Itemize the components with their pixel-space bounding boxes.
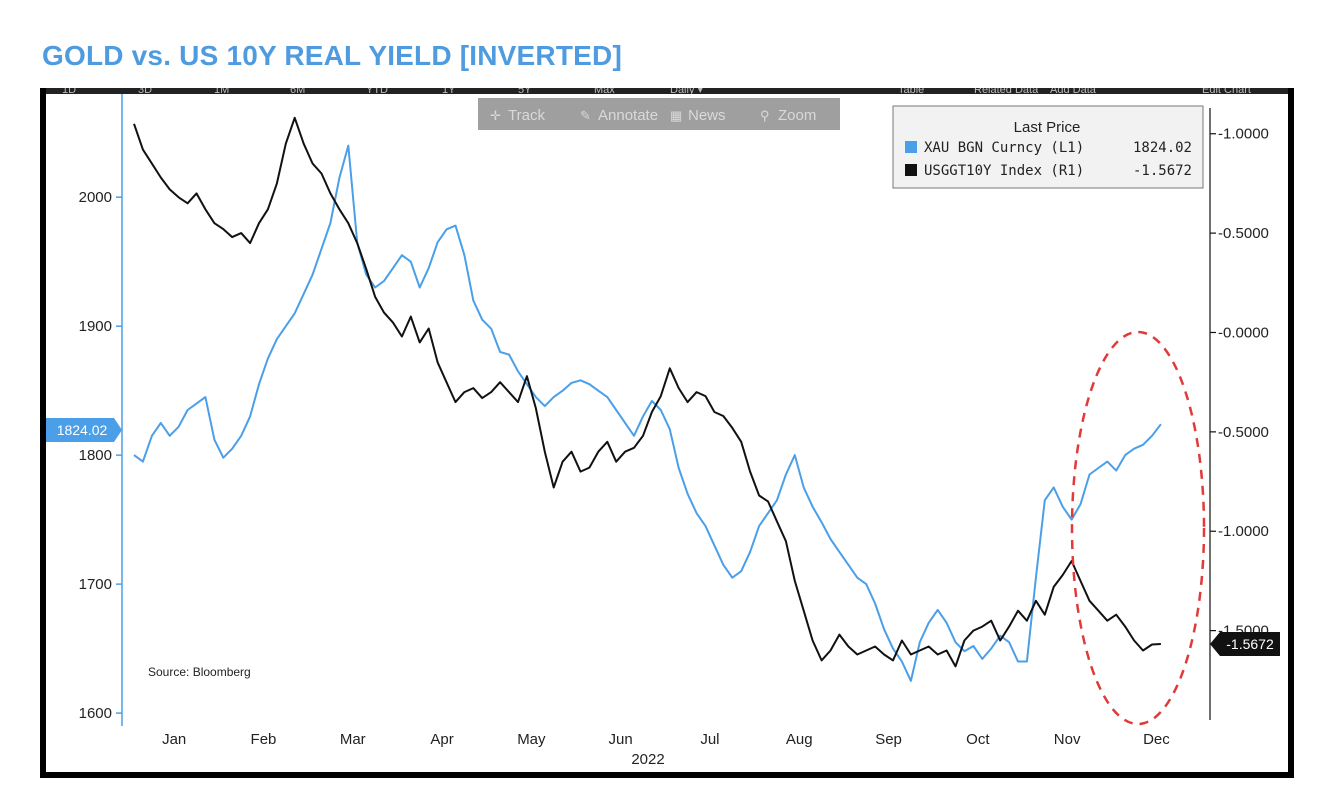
toolbar-item[interactable]: Daily ▾ xyxy=(670,88,704,96)
last-value-left: 1824.02 xyxy=(57,422,108,438)
legend-value-gold: 1824.02 xyxy=(1133,140,1192,156)
left-tick-label: 1900 xyxy=(79,318,112,335)
right-tick-label: -0.0000 xyxy=(1218,324,1269,341)
right-tick-label: -0.5000 xyxy=(1218,225,1269,242)
toolbar-item[interactable]: Edit Chart xyxy=(1202,88,1251,96)
tool-button-label: Annotate xyxy=(598,107,658,124)
x-tick-label: Jul xyxy=(700,731,719,748)
toolbar-item[interactable]: Table xyxy=(898,88,924,96)
news-icon: ▦ xyxy=(670,108,682,123)
real-yield-line xyxy=(133,116,1161,668)
crosshair-icon: ✛ xyxy=(490,108,501,123)
x-tick-label: Nov xyxy=(1054,731,1081,748)
toolbar-item[interactable]: 5Y xyxy=(518,88,532,96)
toolbar-item[interactable]: 1D xyxy=(62,88,76,96)
track-button[interactable]: ✛ Track xyxy=(482,100,568,128)
x-tick-label: Dec xyxy=(1143,731,1170,748)
right-axis-ticks: -1.0000-0.5000-0.0000-0.5000-1.0000-1.50… xyxy=(1210,126,1269,640)
toolbar-item[interactable]: YTD xyxy=(366,88,388,96)
x-tick-label: Oct xyxy=(966,731,990,748)
last-value-tag-right: -1.5672 xyxy=(1210,632,1280,656)
left-tick-label: 1600 xyxy=(79,705,112,722)
series-layer xyxy=(133,116,1162,682)
toolbar-item[interactable]: Max xyxy=(594,88,615,96)
toolbar-item[interactable]: Related Data xyxy=(974,88,1039,96)
tool-button-label: News xyxy=(688,107,726,124)
right-axis-band xyxy=(1210,94,1288,726)
x-tick-label: Mar xyxy=(340,731,366,748)
x-tick-label: May xyxy=(517,731,546,748)
chart-frame: 1D 3D 1M 6M YTD 1Y 5Y Max Daily ▾ Table Related Da… xyxy=(40,88,1294,778)
x-tick-label: Aug xyxy=(786,731,813,748)
chart[interactable]: 1D 3D 1M 6M YTD 1Y 5Y Max Daily ▾ Table Related Da… xyxy=(40,88,1294,778)
toolbar-item[interactable]: 3D xyxy=(138,88,152,96)
x-tick-label: Apr xyxy=(430,731,453,748)
left-tick-label: 1700 xyxy=(79,576,112,593)
x-axis-label: 2022 xyxy=(631,751,664,768)
last-value-tag-left: 1824.02 xyxy=(46,418,122,442)
annotate-button[interactable]: ✎ Annotate xyxy=(572,100,658,128)
tool-button-label: Track xyxy=(508,107,545,124)
toolbar-item[interactable]: Add Data xyxy=(1050,88,1097,96)
legend-swatch-yield xyxy=(905,164,917,176)
tool-button-label: Zoom xyxy=(778,107,816,124)
x-tick-label: Jan xyxy=(162,731,186,748)
legend: Last Price XAU BGN Curncy (L1) 1824.02 U… xyxy=(892,105,1204,189)
plot-area[interactable] xyxy=(122,94,1210,726)
legend-box xyxy=(892,105,1204,189)
zoom-button[interactable]: ⚲ Zoom xyxy=(752,100,838,128)
news-button[interactable]: ▦ News xyxy=(662,100,748,128)
tool-buttons: ✛ Track ✎ Annotate ▦ News ⚲ Zoom xyxy=(478,98,840,130)
legend-header: Last Price xyxy=(1014,119,1081,136)
left-axis-band xyxy=(46,94,122,726)
legend-label-gold: XAU BGN Curncy (L1) xyxy=(924,140,1084,156)
source-note: Source: Bloomberg xyxy=(148,665,251,679)
top-toolbar: 1D 3D 1M 6M YTD 1Y 5Y Max Daily ▾ Table Related Da… xyxy=(46,88,1288,96)
gold-price-line xyxy=(133,144,1162,682)
x-tick-label: Jun xyxy=(609,731,633,748)
legend-swatch-gold xyxy=(905,141,917,153)
left-axis-ticks: 1600 1700 1800 1900 2000 xyxy=(79,189,122,722)
legend-value-yield: -1.5672 xyxy=(1133,163,1192,179)
right-tick-label: -1.0000 xyxy=(1218,523,1269,540)
legend-label-yield: USGGT10Y Index (R1) xyxy=(924,163,1084,179)
x-tick-label: Feb xyxy=(251,731,277,748)
toolbar-item[interactable]: 1M xyxy=(214,88,229,96)
highlight-ellipse xyxy=(1070,330,1206,726)
left-tick-label: 1800 xyxy=(79,447,112,464)
x-axis-band xyxy=(46,726,1288,772)
page-title: GOLD vs. US 10Y REAL YIELD [INVERTED] xyxy=(42,40,622,71)
x-axis-ticks: Jan Feb Mar Apr May Jun Jul Aug Sep Oct Nov Dec xyxy=(162,731,1170,748)
x-tick-label: Sep xyxy=(875,731,902,748)
pencil-icon: ✎ xyxy=(580,108,591,123)
left-tick-label: 2000 xyxy=(79,189,112,206)
right-tick-label: -1.0000 xyxy=(1218,126,1269,143)
toolbar-item[interactable]: 1Y xyxy=(442,88,456,96)
magnifier-icon: ⚲ xyxy=(760,108,770,123)
toolbar-item[interactable]: 6M xyxy=(290,88,305,96)
right-tick-label: -0.5000 xyxy=(1218,424,1269,441)
last-value-right: -1.5672 xyxy=(1226,636,1274,652)
